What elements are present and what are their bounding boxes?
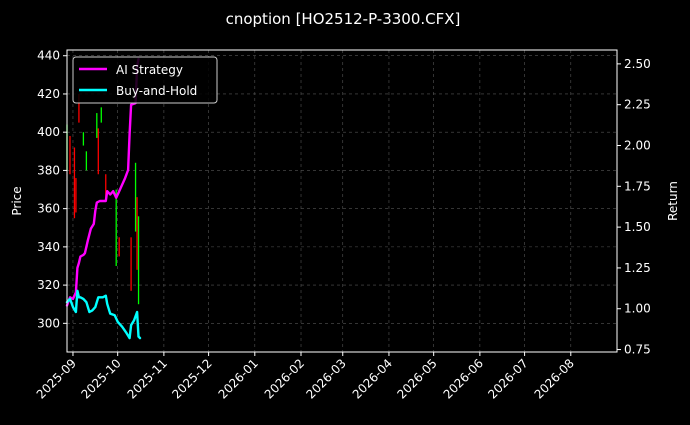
grid-lines (67, 50, 617, 352)
y-tick-label-right: 1.00 (624, 302, 651, 316)
y-tick-label-left: 420 (37, 87, 60, 101)
y-tick-label-right: 2.50 (624, 57, 651, 71)
legend-label-buy-and-hold: Buy-and-Hold (116, 84, 197, 98)
y-tick-label-left: 380 (37, 163, 60, 177)
y-tick-label-left: 320 (37, 278, 60, 292)
series-line-ai-strategy (65, 57, 140, 307)
y-tick-label-left: 360 (37, 202, 60, 216)
y-tick-label-right: 0.75 (624, 343, 651, 357)
chart-title: cnoption [HO2512-P-3300.CFX] (226, 10, 461, 28)
y-tick-label-right: 2.25 (624, 98, 651, 112)
y-tick-label-right: 1.50 (624, 220, 651, 234)
y-tick-label-left: 340 (37, 240, 60, 254)
y-tick-label-right: 1.75 (624, 179, 651, 193)
legend-label-ai-strategy: AI Strategy (116, 63, 183, 77)
y-axis-label-left: Price (10, 186, 24, 215)
y-tick-label-left: 440 (37, 49, 60, 63)
y-tick-label-right: 1.25 (624, 261, 651, 275)
y-tick-label-left: 300 (37, 316, 60, 330)
line-series (65, 57, 142, 340)
plot-frame (66, 49, 618, 353)
y-tick-label-right: 2.00 (624, 138, 651, 152)
y-tick-label-left: 400 (37, 125, 60, 139)
legend: AI Strategy Buy-and-Hold (72, 56, 218, 104)
legend-box (72, 56, 218, 104)
series-line-buy-and-hold (65, 289, 142, 340)
y-axis-label-right: Return (666, 181, 680, 221)
